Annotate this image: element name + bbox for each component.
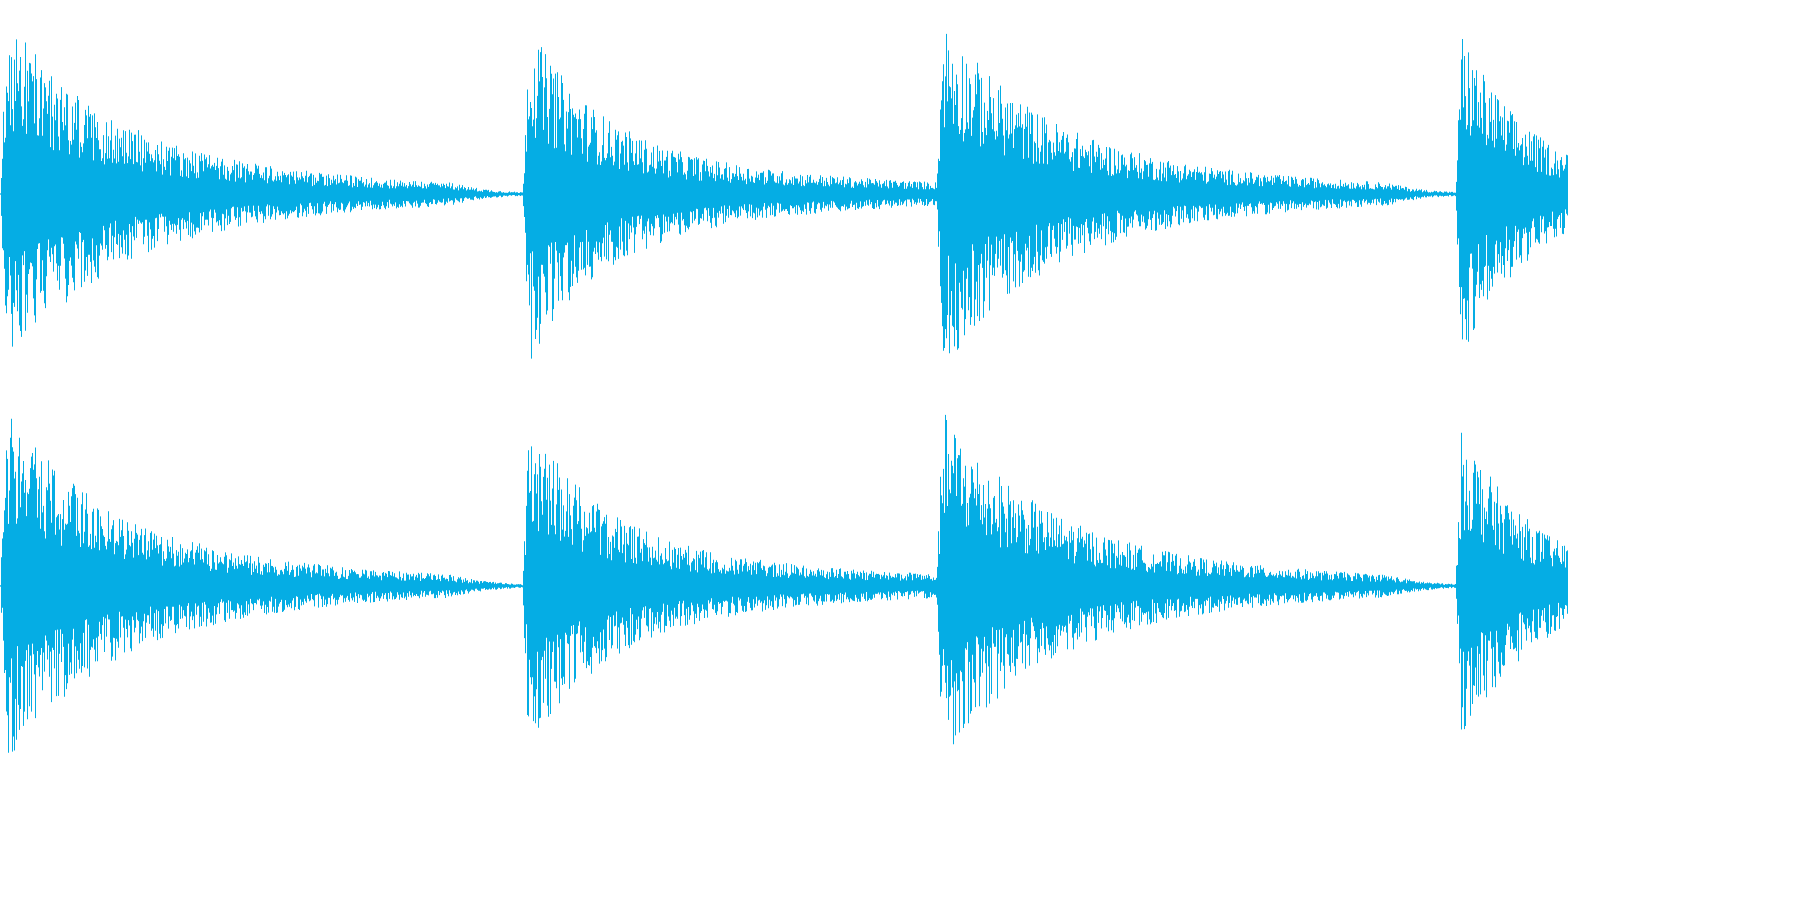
stereo-waveform — [0, 33, 1568, 753]
waveform-samples-channel-2 — [0, 414, 1568, 753]
waveform-view — [0, 33, 1568, 753]
channel-1-waveform — [0, 33, 1568, 359]
channel-2-waveform — [0, 414, 1568, 753]
waveform-samples-channel-1 — [0, 33, 1568, 359]
